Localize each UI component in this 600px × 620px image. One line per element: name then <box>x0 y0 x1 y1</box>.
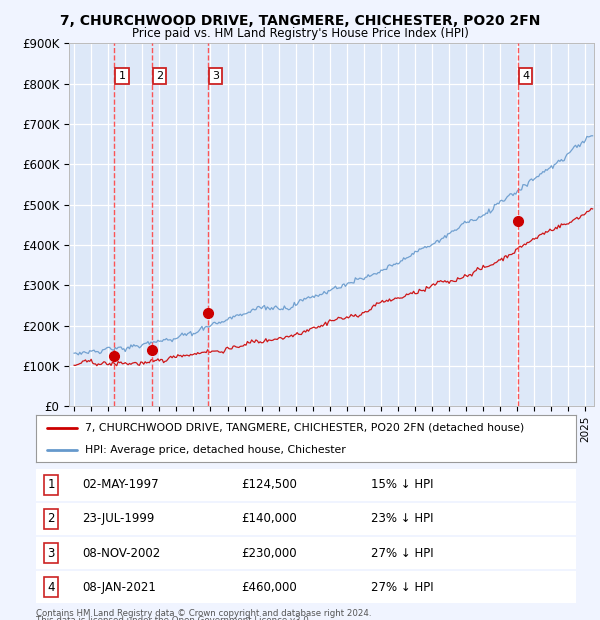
Text: Price paid vs. HM Land Registry's House Price Index (HPI): Price paid vs. HM Land Registry's House … <box>131 27 469 40</box>
Text: 1: 1 <box>47 479 55 491</box>
Text: 27% ↓ HPI: 27% ↓ HPI <box>371 581 433 593</box>
Text: This data is licensed under the Open Government Licence v3.0.: This data is licensed under the Open Gov… <box>36 616 311 620</box>
Text: 15% ↓ HPI: 15% ↓ HPI <box>371 479 433 491</box>
Text: 27% ↓ HPI: 27% ↓ HPI <box>371 547 433 559</box>
Text: 08-JAN-2021: 08-JAN-2021 <box>82 581 156 593</box>
Text: 3: 3 <box>47 547 55 559</box>
Text: Contains HM Land Registry data © Crown copyright and database right 2024.: Contains HM Land Registry data © Crown c… <box>36 609 371 618</box>
Text: £124,500: £124,500 <box>241 479 297 491</box>
Text: HPI: Average price, detached house, Chichester: HPI: Average price, detached house, Chic… <box>85 445 346 455</box>
Text: 7, CHURCHWOOD DRIVE, TANGMERE, CHICHESTER, PO20 2FN (detached house): 7, CHURCHWOOD DRIVE, TANGMERE, CHICHESTE… <box>85 422 524 433</box>
Text: 2: 2 <box>156 71 163 81</box>
Text: 4: 4 <box>47 581 55 593</box>
Text: 23% ↓ HPI: 23% ↓ HPI <box>371 513 433 525</box>
Text: 1: 1 <box>119 71 125 81</box>
Text: 02-MAY-1997: 02-MAY-1997 <box>82 479 158 491</box>
Text: 2: 2 <box>47 513 55 525</box>
Text: 4: 4 <box>522 71 529 81</box>
Text: 23-JUL-1999: 23-JUL-1999 <box>82 513 154 525</box>
Text: 08-NOV-2002: 08-NOV-2002 <box>82 547 160 559</box>
Text: £230,000: £230,000 <box>241 547 297 559</box>
Text: £140,000: £140,000 <box>241 513 297 525</box>
Text: 3: 3 <box>212 71 219 81</box>
Text: £460,000: £460,000 <box>241 581 297 593</box>
Text: 7, CHURCHWOOD DRIVE, TANGMERE, CHICHESTER, PO20 2FN: 7, CHURCHWOOD DRIVE, TANGMERE, CHICHESTE… <box>60 14 540 28</box>
